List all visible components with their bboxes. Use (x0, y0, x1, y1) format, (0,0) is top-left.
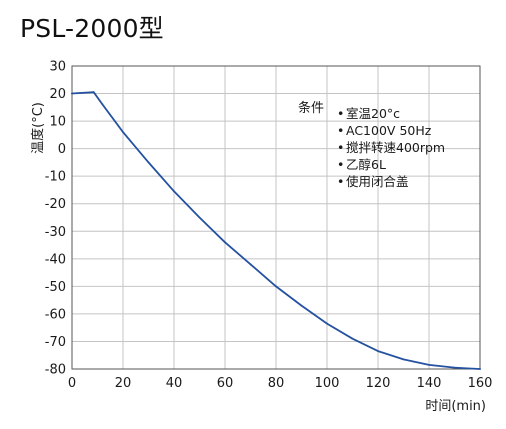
data-point (249, 263, 252, 266)
x-tick-label: 0 (68, 376, 76, 391)
y-axis-title: 温度(°C) (30, 102, 46, 154)
x-tick-label: 140 (417, 376, 442, 391)
data-point (122, 131, 124, 134)
condition-bullet: • (337, 157, 344, 172)
y-tick-label: -30 (45, 225, 66, 240)
condition-bullet: • (337, 106, 344, 121)
data-point (466, 367, 469, 370)
data-point (147, 161, 150, 164)
y-tick-label: 0 (58, 142, 66, 157)
y-tick-label: -50 (45, 280, 66, 295)
condition-item: 乙醇6L (346, 157, 386, 172)
data-point (275, 285, 277, 288)
y-tick-label: 10 (49, 115, 66, 130)
condition-item: 使用闭合盖 (346, 174, 409, 189)
data-point (71, 92, 73, 95)
x-tick-label: 20 (115, 376, 132, 391)
data-point (402, 358, 405, 361)
data-point (453, 366, 456, 369)
x-tick-label: 80 (268, 376, 285, 391)
data-point (224, 241, 226, 244)
conditions-block: 条件 • 室温20°c• AC100V 50Hz• 搅拌转速400rpm• 乙醇6L• 使… (298, 100, 445, 189)
condition-item: 室温20°c (346, 106, 400, 121)
data-point (479, 368, 481, 370)
y-tick-label: -70 (45, 335, 66, 350)
y-tick-label: -80 (45, 363, 66, 378)
y-tick-label: -60 (45, 307, 66, 322)
condition-bullet: • (337, 123, 344, 138)
data-point (198, 216, 201, 219)
chart-title: PSL-2000型 (20, 14, 164, 43)
grid-layer (71, 65, 481, 370)
x-tick-label: 120 (366, 376, 391, 391)
data-point (377, 350, 379, 352)
conditions-list: • 室温20°c• AC100V 50Hz• 搅拌转速400rpm• 乙醇6L• 使用闭合… (337, 106, 445, 189)
y-tick-label: -40 (45, 252, 66, 267)
data-point (101, 103, 104, 106)
series-layer (71, 91, 481, 370)
data-point (173, 190, 175, 193)
condition-bullet: • (337, 174, 344, 189)
plot-frame (71, 65, 481, 370)
y-tick-label: 30 (49, 60, 66, 75)
y-tick-label: 20 (49, 87, 66, 102)
condition-bullet: • (337, 140, 344, 155)
axis-layer (71, 65, 481, 370)
x-axis-title: 时间(min) (425, 399, 486, 414)
y-tick-label: -10 (45, 170, 66, 185)
x-tick-label: 40 (166, 376, 183, 391)
condition-item: 搅拌转速400rpm (346, 140, 445, 155)
data-point (428, 363, 430, 366)
data-point (326, 322, 328, 325)
data-point (351, 337, 354, 340)
condition-item: AC100V 50Hz (346, 123, 432, 138)
data-point (92, 91, 95, 94)
x-tick-label: 160 (468, 376, 493, 391)
conditions-header: 条件 (298, 100, 324, 116)
x-tick-label: 100 (315, 376, 340, 391)
y-tick-label: -20 (45, 197, 66, 212)
x-tick-label: 60 (217, 376, 234, 391)
data-point (300, 304, 303, 307)
